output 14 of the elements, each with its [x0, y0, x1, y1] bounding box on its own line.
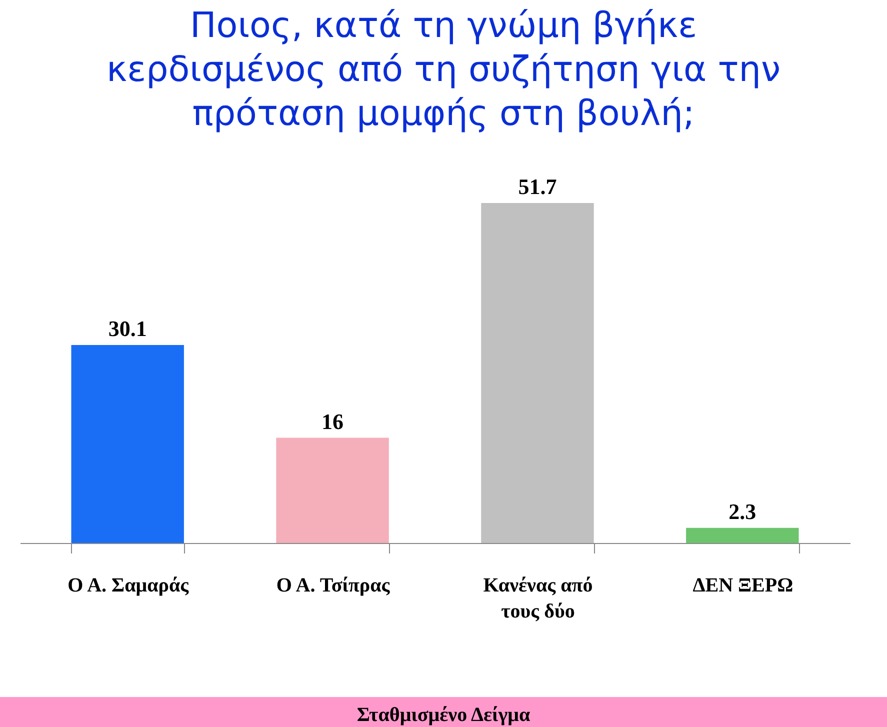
chart-title: Ποιος, κατά τη γνώμη βγήκε κερδισμένος από τη συζήτηση για την πρόταση μομφής στη βουλή; — [105, 5, 782, 136]
x-tick-label: ΔΕΝ ΞΕΡΩ — [692, 574, 794, 596]
bar — [686, 528, 799, 543]
text: Σταθμισμένο Δείγμα — [0, 697, 887, 727]
data-label: 2.3 — [728, 498, 756, 524]
data-label: 51.7 — [518, 174, 557, 199]
bar — [276, 438, 389, 543]
x-tick-label: Κανένας από τους δύο — [483, 574, 593, 622]
bar — [481, 203, 594, 543]
x-tick-label: Ο Α. Σαμαράς — [68, 574, 190, 596]
bar — [71, 345, 184, 543]
data-label: 16 — [322, 408, 344, 434]
data-label: 30.1 — [108, 316, 147, 342]
x-tick-label: Ο Α. Τσίπρας — [276, 574, 390, 596]
